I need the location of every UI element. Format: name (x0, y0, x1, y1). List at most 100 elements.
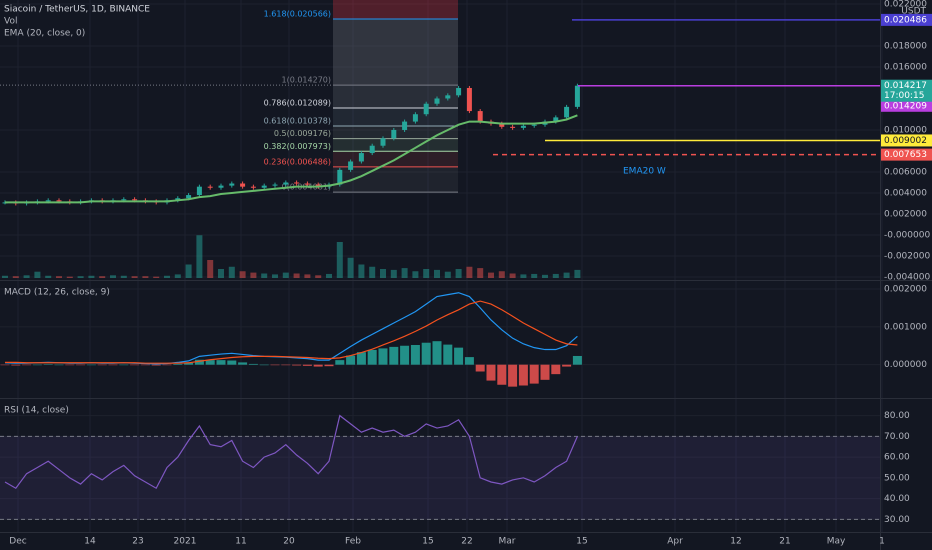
volume-bar (574, 269, 581, 278)
volume-bar (12, 276, 19, 278)
candle (132, 199, 138, 201)
candle (574, 85, 580, 107)
histogram-bar (97, 364, 107, 366)
candle (423, 103, 429, 115)
y-tick-label: 30.00 (884, 515, 910, 525)
histogram-bar (259, 364, 269, 366)
histogram-bar (119, 364, 129, 366)
y-tick-label: 70.00 (884, 432, 910, 442)
candle (304, 183, 310, 185)
candle (499, 123, 505, 127)
candle (283, 182, 289, 185)
volume-bar (412, 271, 419, 278)
time-label: 23 (132, 537, 143, 547)
candle (553, 117, 559, 122)
price-tag (881, 99, 932, 112)
histogram-bar (443, 344, 453, 365)
candle (56, 200, 62, 202)
time-label: 14 (84, 537, 96, 547)
rsi-legend: RSI (14, close) (4, 406, 69, 416)
volume-bar (34, 271, 41, 278)
rsi-line (4, 414, 578, 490)
time-label: 15 (422, 537, 433, 547)
volume-bar (142, 276, 149, 278)
histogram-bar (43, 364, 53, 365)
volume-bar (531, 273, 538, 278)
candle (272, 184, 278, 186)
last-price: 0.014217 (884, 81, 927, 91)
candle (250, 186, 256, 188)
candle (510, 126, 516, 128)
annotation: EMA20 W (623, 167, 666, 177)
histogram-bar (551, 364, 561, 375)
histogram-bar (216, 360, 226, 365)
y-tick-label: 0.002000 (884, 284, 927, 294)
volume-bar (131, 276, 138, 278)
volume-bar (347, 257, 354, 278)
histogram-bar (562, 364, 572, 367)
histogram-bar (184, 362, 194, 365)
histogram-bar (540, 364, 550, 380)
price-tag (881, 134, 932, 147)
fib-band (333, 138, 458, 152)
histogram-bar (0, 364, 10, 366)
volume-bar (304, 274, 311, 278)
histogram-bar (410, 344, 420, 365)
volume-bar (272, 274, 278, 278)
time-label: 2021 (174, 537, 197, 547)
fib-band (333, 85, 458, 109)
volume-bar (380, 269, 386, 278)
histogram-bar (281, 364, 291, 366)
volume-bar (444, 271, 451, 278)
candle (207, 186, 213, 188)
candle (445, 95, 451, 99)
volume-bar (239, 271, 246, 278)
candle (175, 198, 181, 201)
histogram-bar (421, 342, 431, 365)
time-label: Feb (345, 537, 361, 547)
currency-label: USDT (901, 7, 926, 17)
histogram-bar (389, 346, 399, 365)
y-tick-label: 0.001000 (884, 322, 927, 332)
price-tag (881, 13, 932, 26)
time-label: May (827, 537, 846, 547)
candle (121, 199, 127, 201)
y-tick-label: 80.00 (884, 411, 910, 421)
fib-label: 0.382(0.007973) (264, 142, 331, 151)
volume-bar (498, 271, 505, 278)
price-tag-label: 0.007653 (884, 150, 927, 160)
candle (564, 106, 570, 118)
y-tick-label: -0.004000 (884, 272, 930, 282)
histogram-bar (400, 345, 410, 365)
fib-label: 0.236(0.006486) (264, 157, 331, 166)
volume-bar (434, 269, 440, 278)
time-label: 22 (461, 537, 472, 547)
y-tick-label: 0.002000 (884, 209, 927, 219)
volume-bar (455, 269, 462, 278)
y-tick-label: 0.004000 (884, 188, 927, 198)
candle (240, 183, 246, 187)
histogram-bar (162, 364, 172, 366)
volume-bar (23, 275, 30, 278)
price-tag (881, 148, 932, 161)
histogram-bar (151, 364, 161, 366)
candle (412, 114, 418, 122)
candle (294, 182, 300, 184)
histogram-bar (356, 352, 366, 365)
volume-bar (2, 275, 8, 278)
fib-label: 1.618(0.020566) (264, 10, 331, 19)
time-label: 15 (576, 537, 587, 547)
symbol-title: Siacoin / TetherUS, 1D, BINANCE (4, 5, 150, 15)
volume-bar (336, 242, 343, 278)
histogram-bar (173, 363, 183, 365)
y-tick-label: 60.00 (884, 453, 910, 463)
histogram-bar (54, 364, 64, 366)
histogram-bar (227, 360, 237, 365)
histogram-bar (108, 364, 118, 366)
histogram-bar (572, 355, 582, 365)
volume-bar (153, 276, 160, 278)
price-tag-label: 0.020486 (884, 15, 927, 25)
volume-bar (542, 274, 548, 278)
volume-bar (207, 260, 214, 278)
